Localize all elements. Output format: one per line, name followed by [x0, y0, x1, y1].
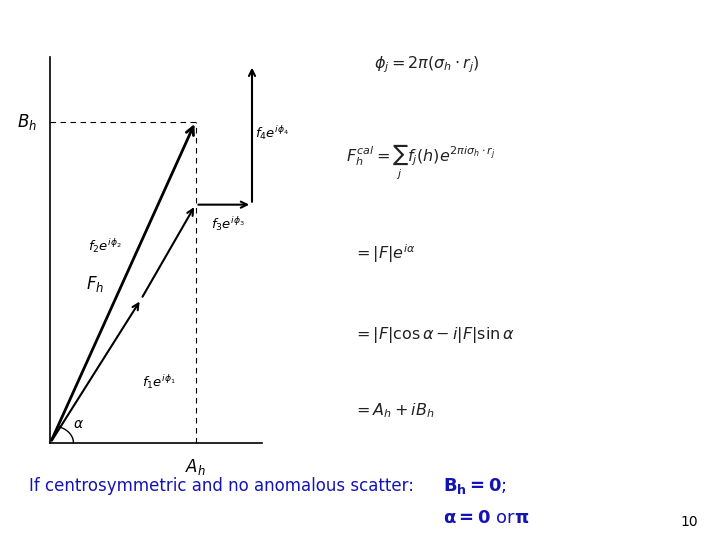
Text: $F_h^{cal} = \sum_j f_j(h)e^{2\pi i\sigma_h \cdot r_j}$: $F_h^{cal} = \sum_j f_j(h)e^{2\pi i\sigm…: [346, 143, 495, 181]
Text: $B_h$: $B_h$: [17, 111, 37, 132]
Text: $\alpha$: $\alpha$: [73, 417, 84, 431]
Text: $f_1e^{i\phi_1}$: $f_1e^{i\phi_1}$: [143, 373, 176, 392]
Text: If centrosymmetric and no anomalous scatter:: If centrosymmetric and no anomalous scat…: [29, 477, 424, 495]
Text: $\mathbf{B_h{=}0}$;: $\mathbf{B_h{=}0}$;: [443, 476, 507, 496]
Text: $= A_h + iB_h$: $= A_h + iB_h$: [353, 401, 434, 420]
Text: $f_3e^{i\phi_3}$: $f_3e^{i\phi_3}$: [211, 214, 245, 233]
Text: $\mathbf{\alpha{=}0}$ or$\mathbf{\pi}$: $\mathbf{\alpha{=}0}$ or$\mathbf{\pi}$: [443, 509, 529, 528]
Text: $F_h$: $F_h$: [86, 274, 104, 294]
Text: $= |F|e^{i\alpha}$: $= |F|e^{i\alpha}$: [353, 242, 415, 265]
Text: $f_4e^{i\phi_4}$: $f_4e^{i\phi_4}$: [255, 124, 289, 142]
Text: $\phi_j = 2\pi(\sigma_h \cdot r_j)$: $\phi_j = 2\pi(\sigma_h \cdot r_j)$: [374, 55, 480, 75]
Text: 10: 10: [681, 515, 698, 529]
Text: $f_2e^{i\phi_2}$: $f_2e^{i\phi_2}$: [88, 237, 122, 255]
Text: $= |F|\cos\alpha - i|F|\sin\alpha$: $= |F|\cos\alpha - i|F|\sin\alpha$: [353, 325, 514, 345]
Text: $A_h$: $A_h$: [185, 457, 206, 477]
